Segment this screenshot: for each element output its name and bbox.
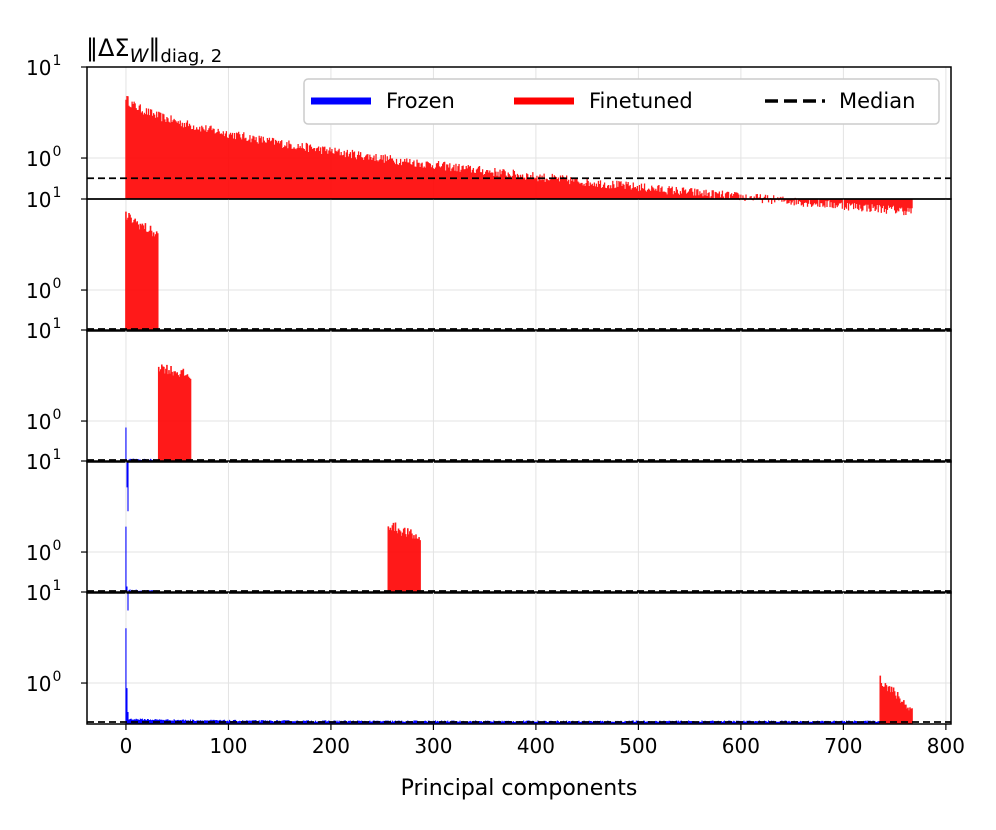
x-axis-label: Principal components (401, 776, 638, 801)
y-tick-label-exponent: 0 (52, 276, 61, 292)
y-tick-label-base: 10 (26, 581, 51, 605)
y-tick-label-base: 10 (26, 56, 51, 80)
x-tick-label: 0 (120, 734, 133, 758)
x-tick-label: 500 (619, 734, 657, 758)
y-tick-label-base: 10 (26, 319, 51, 343)
title-norm-close: ‖ (148, 34, 160, 62)
y-tick-label-exponent: 1 (52, 185, 61, 201)
y-tick-label-base: 10 (26, 450, 51, 474)
y-tick-label-base: 10 (26, 410, 51, 434)
legend-label-median: Median (839, 89, 915, 113)
y-tick-label: 100 (26, 276, 61, 303)
chart-title: ‖ΔΣW‖diag, 2 (86, 34, 222, 67)
legend-label-finetuned: Finetuned (589, 89, 693, 113)
y-tick-label: 101 (26, 447, 61, 474)
y-tick-label: 101 (26, 53, 61, 80)
frozen-bars (125, 628, 880, 724)
title-sub-diag: diag, 2 (160, 46, 222, 67)
x-axis: 0 100 200 300 400 500 600 700 800 (120, 724, 965, 758)
y-tick-label-exponent: 1 (52, 316, 61, 332)
finetuned-bars (125, 211, 159, 331)
finetuned-bars (157, 364, 192, 462)
y-tick-label-exponent: 1 (52, 447, 61, 463)
y-tick-label-exponent: 1 (52, 578, 61, 594)
panel-frame (86, 198, 952, 332)
finetuned-bars (387, 522, 421, 593)
x-tick-label: 100 (209, 734, 247, 758)
y-tick-label-base: 10 (26, 541, 51, 565)
y-tick-label: 100 (26, 669, 61, 696)
frozen-bars (125, 526, 158, 611)
finetuned-bars (125, 95, 913, 216)
frozen-bars (125, 427, 158, 512)
x-tick-label: 400 (517, 734, 555, 758)
y-tick-label-base: 10 (26, 279, 51, 303)
legend: Frozen Finetuned Median (303, 78, 940, 125)
y-tick-label: 100 (26, 407, 61, 434)
y-tick-label-base: 10 (26, 672, 51, 696)
title-norm-open: ‖ΔΣ (86, 34, 130, 62)
y-tick-label: 101 (26, 185, 61, 212)
panel-frame (86, 329, 952, 463)
y-tick-label: 101 (26, 316, 61, 343)
x-tick-label: 200 (312, 734, 350, 758)
panel-frame (86, 460, 952, 594)
y-tick-label-exponent: 0 (52, 538, 61, 554)
x-tick-label: 700 (824, 734, 862, 758)
x-tick-label: 300 (414, 734, 452, 758)
y-tick-label: 100 (26, 144, 61, 171)
legend-box (303, 78, 940, 125)
x-tick-label: 600 (722, 734, 760, 758)
y-tick-label: 101 (26, 578, 61, 605)
y-tick-label-exponent: 0 (52, 144, 61, 160)
title-sub-w: W (130, 45, 150, 67)
y-tick-label-base: 10 (26, 147, 51, 171)
y-tick-label-exponent: 0 (52, 407, 61, 423)
x-tick-label: 800 (927, 734, 965, 758)
y-tick-label-exponent: 0 (52, 669, 61, 685)
finetuned-bars (879, 675, 913, 724)
legend-label-frozen: Frozen (386, 89, 455, 113)
y-tick-label-base: 10 (26, 188, 51, 212)
y-tick-label: 100 (26, 538, 61, 565)
panel-frame (86, 591, 952, 725)
y-tick-label-exponent: 1 (52, 53, 61, 69)
